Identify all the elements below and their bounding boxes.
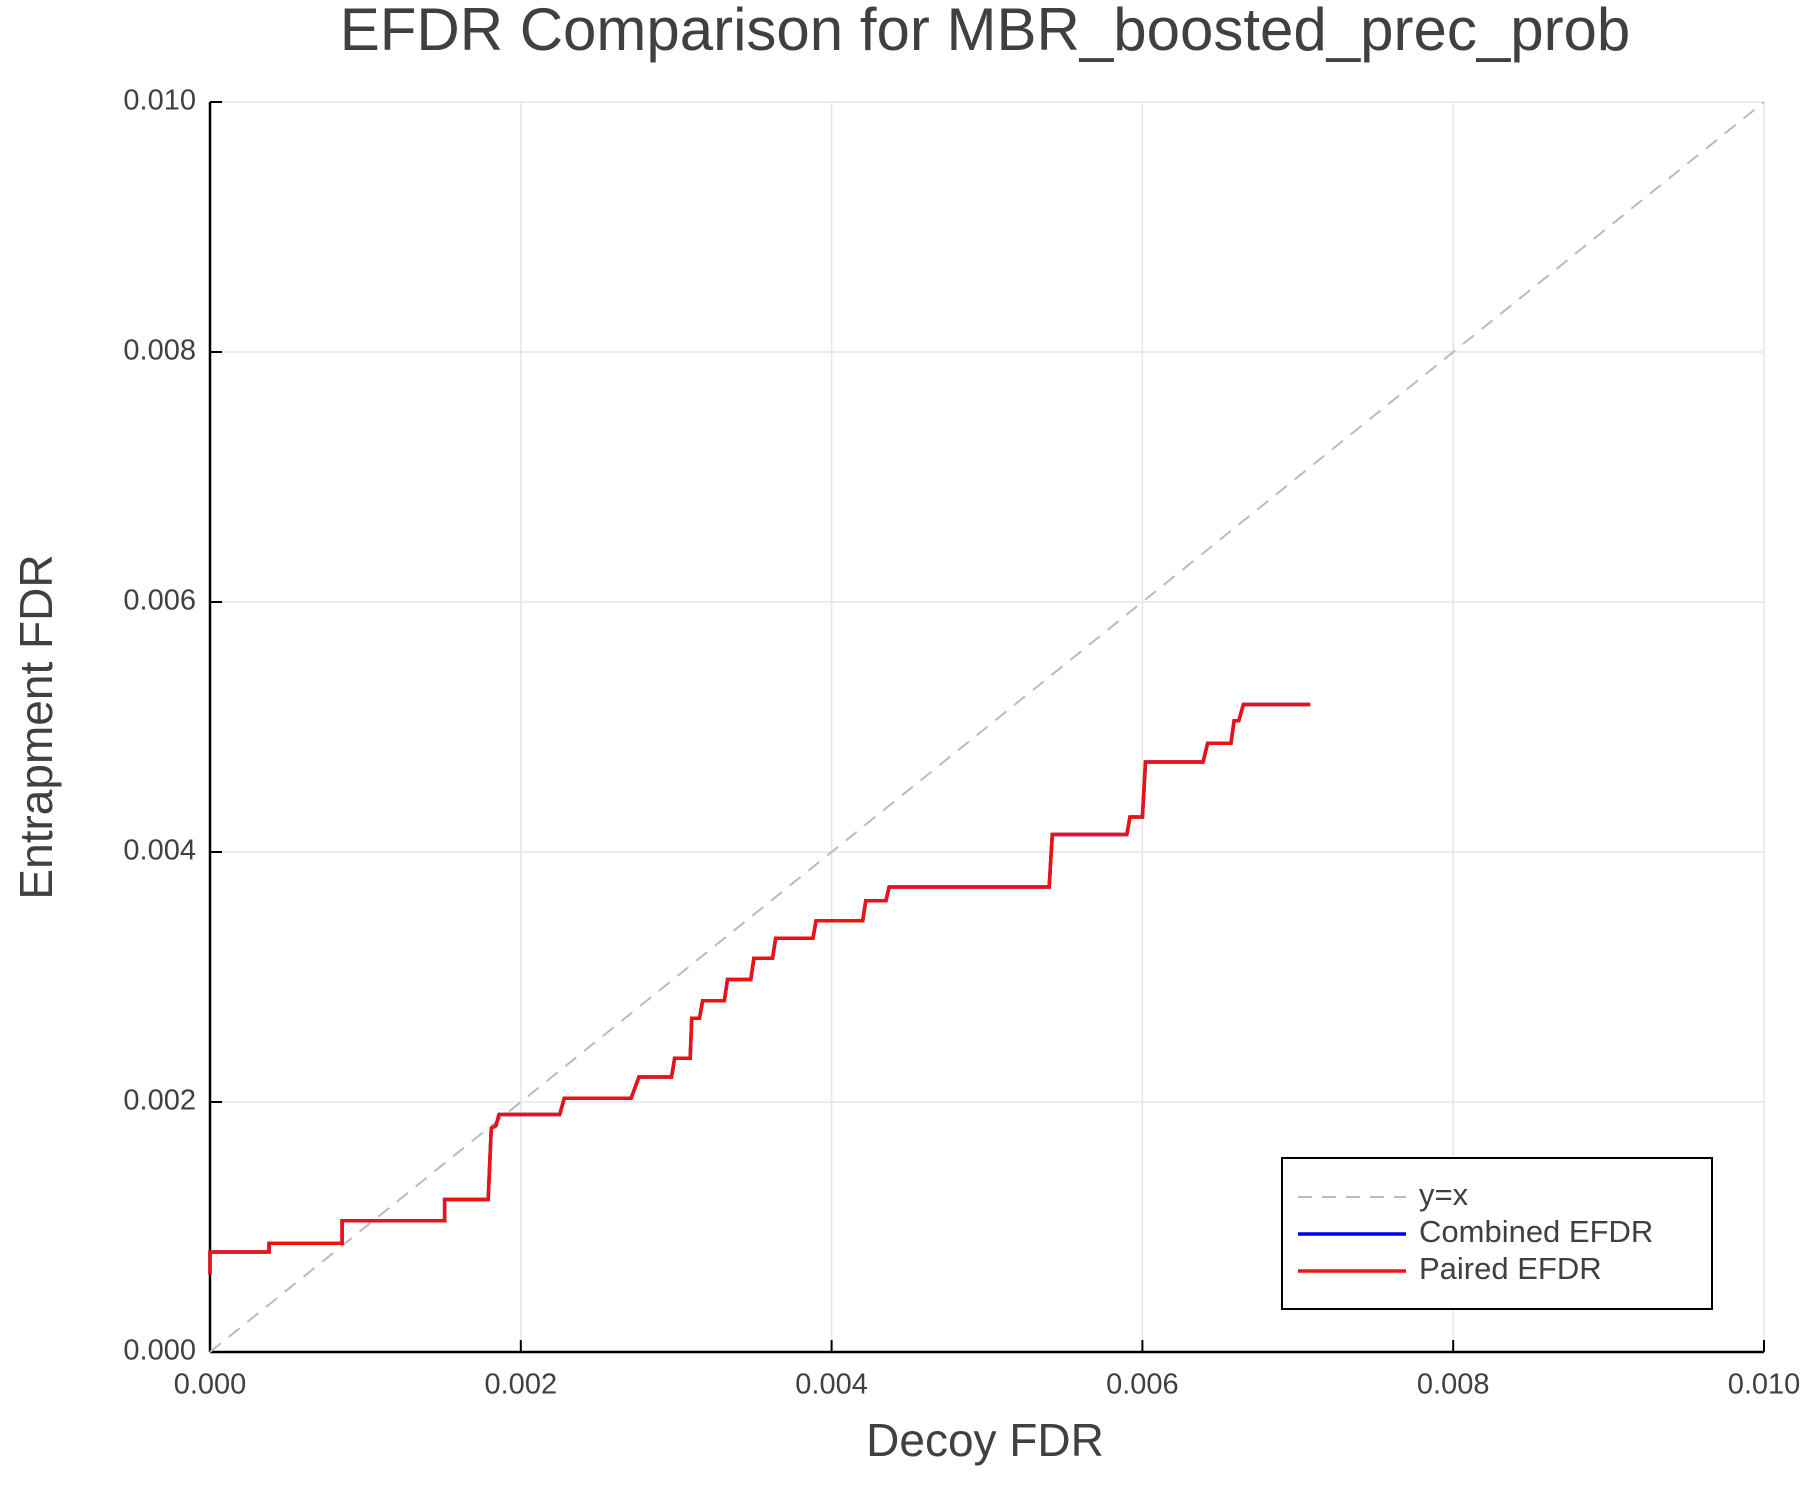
data-line (208, 702, 1311, 1275)
y-tick-label: 0.008 (123, 335, 196, 367)
reference-line (209, 101, 1765, 1353)
x-tick-label: 0.006 (1106, 1369, 1179, 1401)
legend-label: Paired EFDR (1419, 1251, 1602, 1286)
x-axis-label: Decoy FDR (866, 1414, 1104, 1466)
x-tick-label: 0.008 (1417, 1369, 1490, 1401)
y-tick-label: 0.006 (123, 585, 196, 617)
x-tick-label: 0.004 (795, 1369, 868, 1401)
legend-label: Combined EFDR (1419, 1214, 1653, 1249)
y-tick-label: 0.010 (123, 85, 196, 117)
y-tick-label: 0.004 (123, 835, 196, 867)
x-tick-label: 0.002 (485, 1369, 558, 1401)
y-axis-label: Entrapment FDR (10, 554, 62, 899)
y-tick-label: 0.000 (123, 1335, 196, 1367)
legend-label: y=x (1419, 1177, 1469, 1212)
y-tick-label: 0.002 (123, 1085, 196, 1117)
x-tick-label: 0.000 (174, 1369, 247, 1401)
chart-title: EFDR Comparison for MBR_boosted_prec_pro… (340, 0, 1631, 63)
x-tick-label: 0.010 (1728, 1369, 1800, 1401)
